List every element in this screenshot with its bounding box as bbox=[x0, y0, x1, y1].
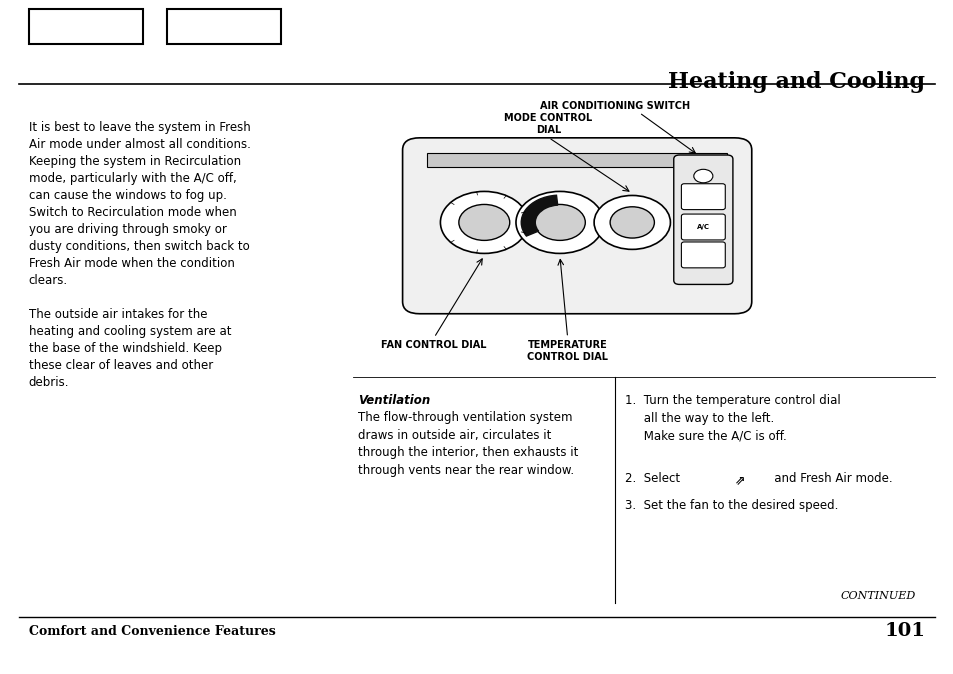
FancyBboxPatch shape bbox=[427, 153, 726, 166]
Text: TEMPERATURE
CONTROL DIAL: TEMPERATURE CONTROL DIAL bbox=[527, 340, 607, 362]
FancyBboxPatch shape bbox=[680, 242, 724, 268]
Circle shape bbox=[534, 204, 585, 241]
FancyBboxPatch shape bbox=[29, 9, 143, 44]
Circle shape bbox=[610, 207, 654, 238]
Text: ⇗: ⇗ bbox=[734, 474, 744, 487]
Text: Comfort and Convenience Features: Comfort and Convenience Features bbox=[29, 625, 275, 638]
Text: CONTINUED: CONTINUED bbox=[840, 592, 915, 601]
Text: Ventilation: Ventilation bbox=[357, 394, 430, 407]
Text: Heating and Cooling: Heating and Cooling bbox=[668, 71, 924, 93]
Text: It is best to leave the system in Fresh
Air mode under almost all conditions.
Ke: It is best to leave the system in Fresh … bbox=[29, 121, 251, 390]
Text: 101: 101 bbox=[883, 622, 924, 640]
Text: 1.  Turn the temperature control dial
     all the way to the left.
     Make su: 1. Turn the temperature control dial all… bbox=[624, 394, 840, 442]
Text: AIR CONDITIONING SWITCH: AIR CONDITIONING SWITCH bbox=[539, 101, 690, 111]
Text: FAN CONTROL DIAL: FAN CONTROL DIAL bbox=[381, 340, 486, 350]
Circle shape bbox=[516, 191, 603, 253]
Text: The flow-through ventilation system
draws in outside air, circulates it
through : The flow-through ventilation system draw… bbox=[357, 411, 578, 477]
FancyBboxPatch shape bbox=[680, 214, 724, 240]
Circle shape bbox=[693, 169, 712, 183]
Wedge shape bbox=[520, 195, 558, 236]
FancyBboxPatch shape bbox=[167, 9, 281, 44]
Circle shape bbox=[440, 191, 528, 253]
Circle shape bbox=[594, 195, 670, 249]
Text: MODE CONTROL
DIAL: MODE CONTROL DIAL bbox=[504, 113, 592, 135]
FancyBboxPatch shape bbox=[673, 155, 732, 284]
Text: and Fresh Air mode.: and Fresh Air mode. bbox=[762, 472, 892, 485]
FancyBboxPatch shape bbox=[680, 184, 724, 210]
Text: A/C: A/C bbox=[696, 224, 709, 230]
FancyBboxPatch shape bbox=[402, 137, 751, 314]
Circle shape bbox=[458, 204, 509, 241]
Text: 3.  Set the fan to the desired speed.: 3. Set the fan to the desired speed. bbox=[624, 499, 838, 512]
Text: 2.  Select: 2. Select bbox=[624, 472, 679, 485]
